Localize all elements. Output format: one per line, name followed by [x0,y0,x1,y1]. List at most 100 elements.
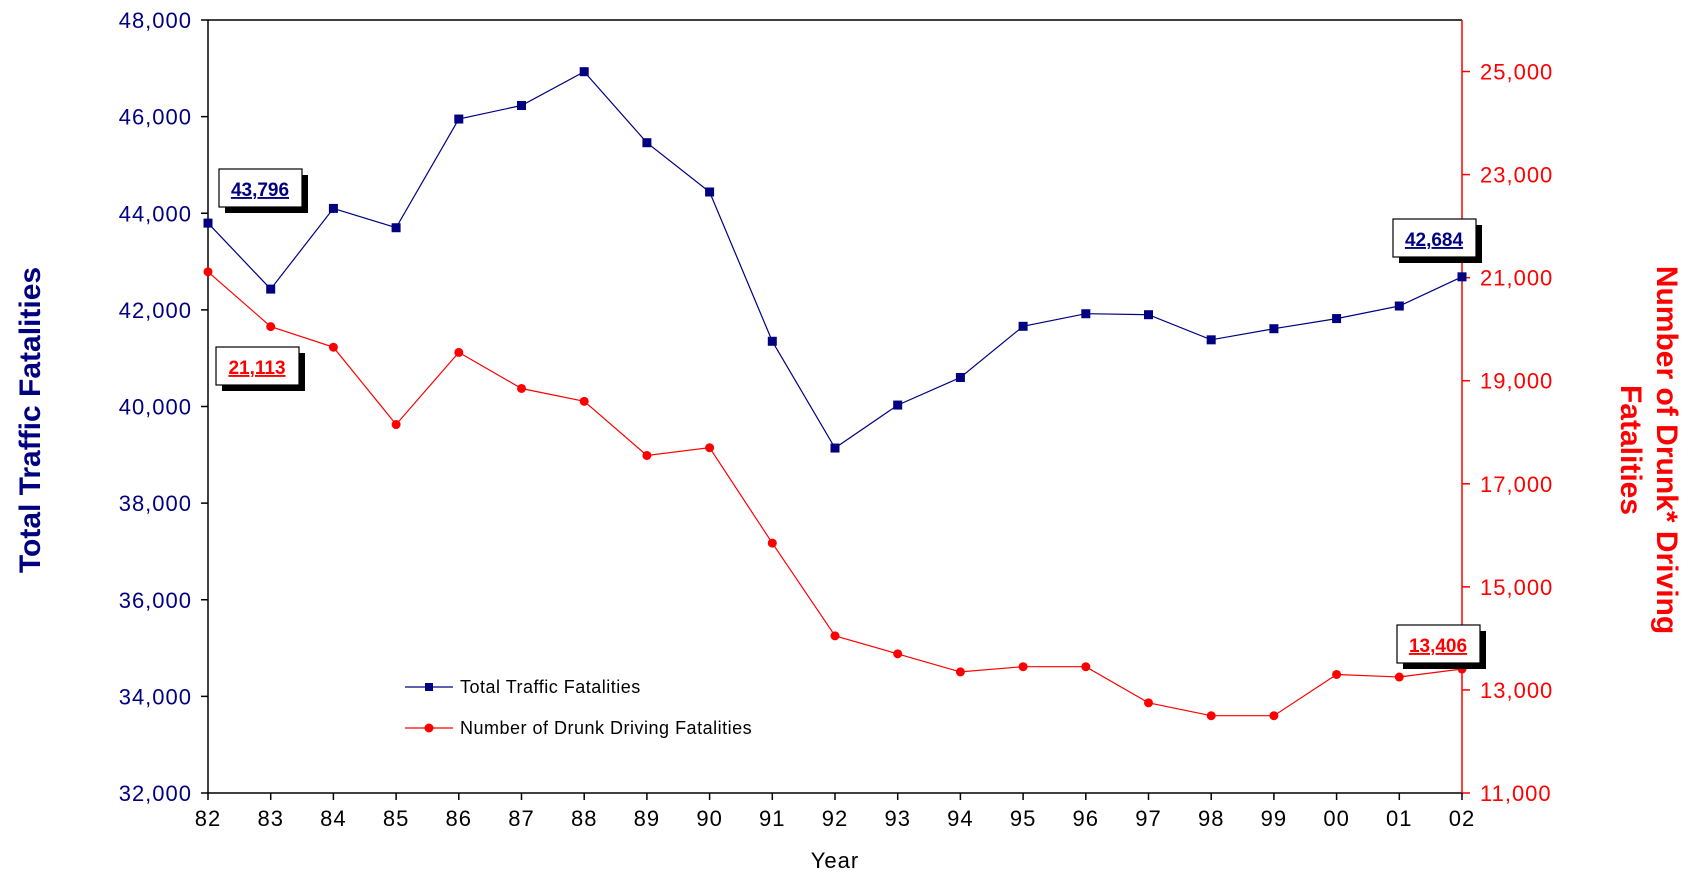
total-fatalities-point [579,67,589,77]
left-tick-label: 46,000 [119,105,192,130]
drunk-fatalities-point [203,267,213,277]
x-tick-label: 86 [446,806,472,831]
total-fatalities-point [266,284,276,294]
left-axis-ticks: 32,000 34,000 36,000 38,000 40,000 42,000 44,0… [119,8,208,806]
x-tick-label: 82 [195,806,221,831]
total-fatalities-point [1457,272,1467,282]
drunk-fatalities-point [1206,711,1216,721]
drunk-fatalities-point [1081,662,1091,672]
drunk-fatalities-point [1269,711,1279,721]
right-tick-label: 25,000 [1480,60,1553,85]
x-tick-label: 97 [1135,806,1161,831]
total-fatalities-point [391,223,401,233]
right-tick-label: 17,000 [1480,472,1553,497]
callout-13406: 13,406 [1396,624,1486,669]
total-fatalities-point [328,203,338,213]
x-axis-title: Year [811,848,859,873]
left-tick-label: 36,000 [119,588,192,613]
callout-21113: 21,113 [215,346,305,391]
drunk-fatalities-point [266,322,276,332]
right-axis-title-line-1: Number of Drunk* Driving [1650,266,1683,634]
left-tick-label: 48,000 [119,8,192,33]
drunk-fatalities-point [830,631,840,641]
drunk-fatalities-point [1332,669,1342,679]
right-tick-label: 15,000 [1480,575,1553,600]
callout-13406-text: 13,406 [1409,636,1467,657]
left-tick-label: 32,000 [119,781,192,806]
left-tick-label: 34,000 [119,684,192,709]
total-fatalities-point [955,373,965,383]
total-fatalities-point [830,443,840,453]
legend-label-drunk: Number of Drunk Driving Fatalities [460,718,752,738]
total-fatalities-point [517,101,526,111]
x-tick-label: 95 [1010,806,1036,831]
x-tick-label: 85 [383,806,409,831]
callout-21113-text: 21,113 [228,358,285,379]
legend-marker-drunk [424,723,434,733]
drunk-fatalities-point [1394,672,1404,682]
x-tick-label: 87 [508,806,534,831]
drunk-fatalities-point [955,667,965,677]
left-tick-label: 42,000 [119,298,192,323]
x-tick-label: 91 [759,806,785,831]
left-tick-label: 40,000 [119,395,192,420]
drunk-fatalities-point [328,342,338,352]
total-fatalities-point [203,218,213,228]
callout-43796: 43,796 [218,168,308,213]
right-tick-label: 23,000 [1480,163,1553,188]
right-tick-label: 19,000 [1480,369,1553,394]
x-tick-label: 88 [571,806,597,831]
total-fatalities-point [642,138,652,148]
x-tick-label: 99 [1261,806,1287,831]
x-tick-label: 89 [634,806,660,831]
drunk-fatalities-point [642,450,652,460]
total-fatalities-point [454,114,464,124]
legend-marker-total [425,683,433,691]
legend-label-total: Total Traffic Fatalities [460,677,641,697]
total-fatalities-point [767,336,777,346]
x-tick-label: 96 [1073,806,1099,831]
drunk-fatalities-point [767,538,777,548]
total-fatalities-point [1018,321,1028,331]
callout-42684: 42,684 [1392,218,1482,263]
series-layer [203,67,1467,721]
x-tick-label: 98 [1198,806,1224,831]
total-fatalities-point [705,187,715,197]
x-tick-label: 83 [257,806,283,831]
total-fatalities-point [893,400,903,410]
right-axis-title-line-2: Fatalities [1614,385,1647,515]
x-tick-label: 90 [696,806,722,831]
right-tick-label: 21,000 [1480,266,1553,291]
left-tick-label: 44,000 [119,201,192,226]
callout-42684-text: 42,684 [1405,230,1464,251]
callout-43796-text: 43,796 [231,180,289,201]
x-tick-label: 92 [822,806,848,831]
total-fatalities-point [1081,309,1091,319]
x-tick-label: 00 [1323,806,1349,831]
legend: Total Traffic Fatalities Number of Drunk… [405,677,752,738]
drunk-fatalities-point [1144,698,1153,708]
x-tick-label: 94 [947,806,973,831]
x-tick-label: 01 [1386,806,1412,831]
drunk-fatalities-point [579,396,589,406]
left-axis-title: Total Traffic Fatalities [14,267,47,573]
right-tick-label: 11,000 [1480,781,1552,806]
right-axis-ticks: 11,000 13,000 15,000 17,000 19,000 21,000 23,0… [1462,60,1553,806]
left-tick-label: 38,000 [119,491,192,516]
total-fatalities-point [1394,301,1404,311]
x-axis-ticks: 82 83 84 85 86 87 88 89 90 91 92 93 94 95 96 97 98 99 00 01… [195,793,1475,831]
total-fatalities-point [1144,310,1153,320]
drunk-fatalities-point [391,420,401,430]
x-tick-label: 84 [320,806,346,831]
total-fatalities-point [1269,324,1279,334]
x-tick-label: 02 [1449,806,1475,831]
drunk-fatalities-point [705,443,715,453]
drunk-fatalities-point [454,347,464,357]
x-tick-label: 93 [884,806,910,831]
drunk-fatalities-point [517,383,526,393]
total-fatalities-point [1332,314,1342,324]
drunk-fatalities-point [893,649,903,659]
right-tick-label: 13,000 [1480,678,1553,703]
